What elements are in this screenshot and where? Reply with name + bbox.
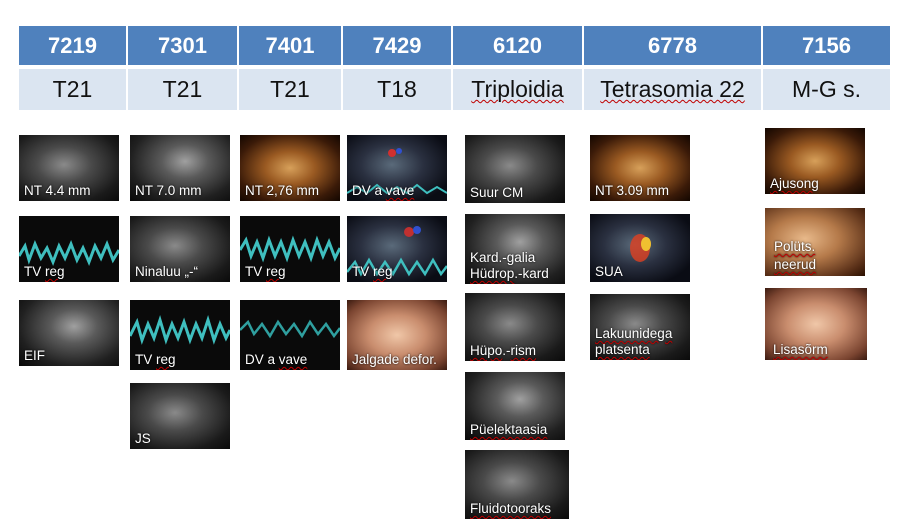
case-id-7429: 7429 xyxy=(343,26,451,65)
diagnosis-6778: Tetrasomia 22 xyxy=(584,69,761,110)
postmortem-photo: Jalgade defor. xyxy=(347,300,447,370)
case-id-7219: 7219 xyxy=(19,26,126,65)
ultrasound-image: Hüpo.-rism xyxy=(465,293,565,361)
doppler-image: TV reg xyxy=(347,216,447,282)
ultrasound-image: Kard.-galia Hüdrop.-kard xyxy=(465,214,565,284)
case-id-6778: 6778 xyxy=(584,26,761,65)
ultrasound-image: Ninaluu „-“ xyxy=(130,216,230,282)
ultrasound-image: Püelektaasia xyxy=(465,372,565,440)
doppler-image: TV reg xyxy=(19,216,119,282)
doppler-image: DV a vave xyxy=(347,135,447,201)
ultrasound-3d-image: Polüts. neerud xyxy=(765,208,865,276)
doppler-image: SUA xyxy=(590,214,690,282)
ultrasound-3d-image: NT 2,76 mm xyxy=(240,135,340,201)
doppler-image: TV reg xyxy=(130,300,230,370)
ultrasound-image: Lakuunidega platsenta xyxy=(590,294,690,360)
ultrasound-image: NT 7.0 mm xyxy=(130,135,230,201)
ultrasound-3d-image: NT 3.09 mm xyxy=(590,135,690,201)
case-id-6120: 6120 xyxy=(453,26,582,65)
doppler-image: TV reg xyxy=(240,216,340,282)
diagnosis-7401: T21 xyxy=(239,69,341,110)
ultrasound-image: Suur CM xyxy=(465,135,565,203)
ultrasound-3d-image: Ajusong xyxy=(765,128,865,194)
case-id-7401: 7401 xyxy=(239,26,341,65)
ultrasound-image: Fluidotooraks xyxy=(465,450,569,519)
diagnosis-7301: T21 xyxy=(128,69,237,110)
case-id-7301: 7301 xyxy=(128,26,237,65)
case-id-7156: 7156 xyxy=(763,26,890,65)
ultrasound-image: NT 4.4 mm xyxy=(19,135,119,201)
diagnosis-7219: T21 xyxy=(19,69,126,110)
diagnosis-7156: M-G s. xyxy=(763,69,890,110)
diagnosis-7429: T18 xyxy=(343,69,451,110)
doppler-image: DV a vave xyxy=(240,300,340,370)
ultrasound-3d-image: Lisasõrm xyxy=(765,288,867,360)
diagnosis-6120: Triploidia xyxy=(453,69,582,110)
ultrasound-image: JS xyxy=(130,383,230,449)
ultrasound-image: EIF xyxy=(19,300,119,366)
